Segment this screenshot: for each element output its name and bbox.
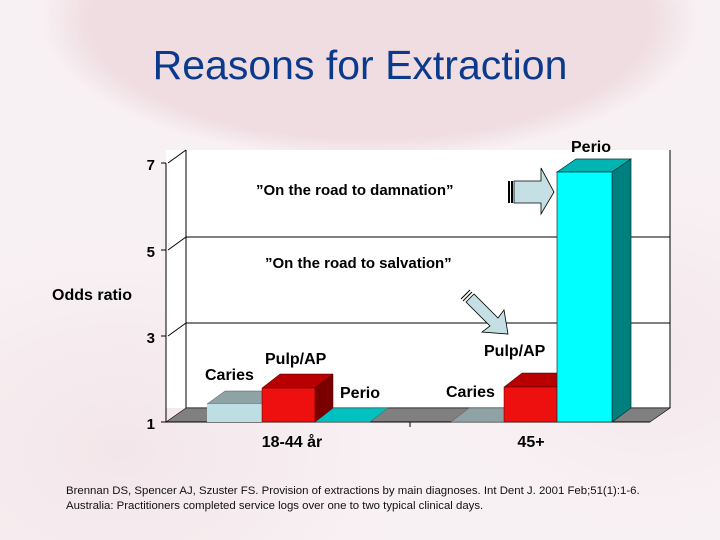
y-axis-label: Odds ratio bbox=[52, 287, 132, 304]
y-tick-labels: 7 5 3 1 bbox=[147, 157, 155, 433]
arrow-right-icon bbox=[508, 167, 555, 216]
y-tick-3: 3 bbox=[147, 330, 155, 347]
label-perio-18-44: Perio bbox=[340, 385, 380, 402]
category-45-plus: 45+ bbox=[517, 434, 544, 451]
slide-title: Reasons for Extraction bbox=[152, 42, 568, 88]
bar-perio-45 bbox=[555, 158, 633, 423]
label-perio-45: Perio bbox=[571, 139, 611, 156]
annotation-damnation: ”On the road to damnation” bbox=[256, 182, 454, 199]
category-18-44: 18-44 år bbox=[262, 433, 323, 451]
y-tick-7: 7 bbox=[147, 157, 155, 174]
label-pulp-18-44: Pulp/AP bbox=[265, 351, 327, 368]
citation: Brennan DS, Spencer AJ, Szuster FS. Prov… bbox=[66, 484, 640, 514]
label-caries-45: Caries bbox=[446, 384, 495, 401]
bar-labels: Caries Pulp/AP Perio Caries Pulp/AP Peri… bbox=[205, 139, 611, 402]
x-axis-labels: 18-44 år 45+ bbox=[262, 433, 545, 451]
bar-pulp-18-44 bbox=[261, 373, 334, 423]
annotation-salvation: ”On the road to salvation” bbox=[265, 255, 452, 272]
label-pulp-45: Pulp/AP bbox=[484, 343, 546, 360]
y-tick-1: 1 bbox=[147, 416, 155, 433]
y-tick-5: 5 bbox=[147, 244, 155, 261]
label-caries-18-44: Caries bbox=[205, 367, 254, 384]
citation-line-1: Brennan DS, Spencer AJ, Szuster FS. Prov… bbox=[66, 485, 640, 497]
arrow-down-right-icon bbox=[460, 289, 509, 335]
citation-line-2: Australia: Practitioners completed servi… bbox=[66, 500, 484, 512]
